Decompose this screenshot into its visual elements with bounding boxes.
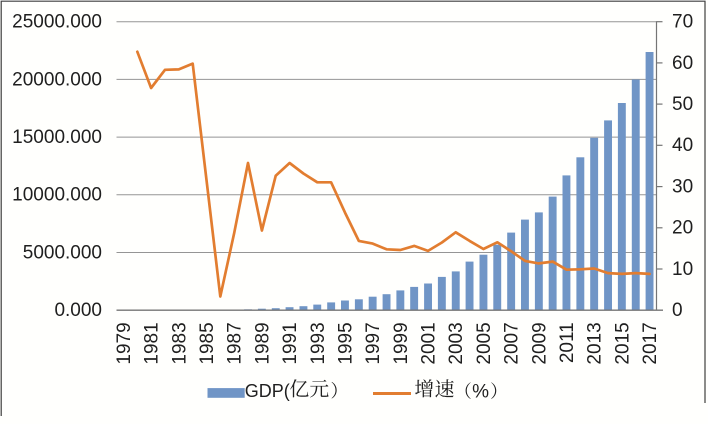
svg-text:10: 10: [672, 259, 693, 280]
svg-text:1983: 1983: [169, 322, 190, 364]
svg-text:15000.000: 15000.000: [12, 127, 102, 148]
svg-text:25000.000: 25000.000: [12, 12, 102, 33]
svg-text:5000.000: 5000.000: [23, 242, 102, 263]
svg-text:20000.000: 20000.000: [12, 69, 102, 90]
svg-text:2003: 2003: [446, 322, 467, 364]
svg-text:2013: 2013: [585, 322, 606, 364]
svg-text:2001: 2001: [419, 322, 440, 364]
svg-text:10000.000: 10000.000: [12, 185, 102, 206]
svg-text:2015: 2015: [612, 322, 633, 364]
svg-text:1993: 1993: [308, 322, 329, 364]
svg-text:70: 70: [672, 12, 693, 33]
svg-text:2007: 2007: [502, 322, 523, 364]
svg-text:20: 20: [672, 218, 693, 239]
svg-text:30: 30: [672, 177, 693, 198]
svg-text:60: 60: [672, 53, 693, 74]
svg-text:0: 0: [672, 300, 683, 321]
svg-text:1995: 1995: [336, 322, 357, 364]
svg-text:50: 50: [672, 94, 693, 115]
svg-text:1979: 1979: [114, 322, 135, 364]
svg-text:1989: 1989: [252, 322, 273, 364]
svg-text:40: 40: [672, 135, 693, 156]
svg-text:%: %: [472, 382, 489, 403]
svg-text:1997: 1997: [363, 322, 384, 364]
svg-text:2009: 2009: [529, 322, 550, 364]
svg-text:2011: 2011: [557, 322, 578, 363]
svg-text:1985: 1985: [197, 322, 218, 364]
svg-text:2005: 2005: [474, 322, 495, 364]
svg-text:1981: 1981: [142, 322, 163, 364]
svg-text:1991: 1991: [280, 322, 301, 364]
svg-text:1999: 1999: [391, 322, 412, 364]
svg-text:GDP(: GDP(: [245, 381, 290, 401]
svg-text:0.000: 0.000: [54, 300, 102, 321]
svg-text:1987: 1987: [225, 322, 246, 364]
svg-text:2017: 2017: [640, 322, 661, 364]
